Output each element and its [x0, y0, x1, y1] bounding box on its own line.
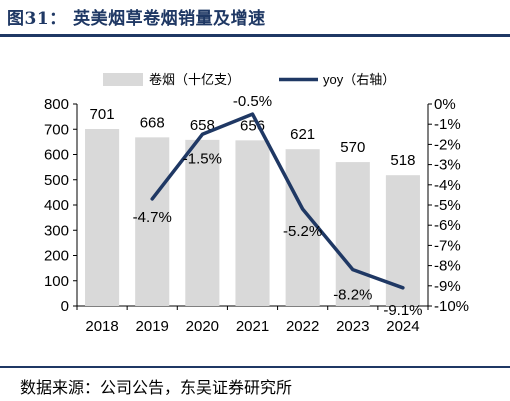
x-axis-tick-label: 2019	[136, 318, 169, 335]
yoy-value-label: -1.5%	[183, 150, 222, 167]
chart: 卷烟（十亿支） yoy（右轴） 0 100 200 300 400 500 600 700 80…	[44, 72, 469, 335]
left-axis-tick-label: 0	[61, 298, 69, 315]
bar-value-label: 621	[290, 126, 315, 143]
left-axis-tick-label: 700	[44, 121, 69, 138]
title-divider	[0, 34, 510, 37]
bar	[135, 137, 170, 306]
x-axis-tick-label: 2021	[236, 318, 269, 335]
source-divider	[0, 366, 510, 368]
left-axis-tick-label: 200	[44, 248, 69, 265]
right-axis-tick-label: -4%	[434, 177, 461, 194]
line-series	[150, 112, 405, 290]
source-note: 数据来源：公司公告，东吴证券研究所	[20, 378, 293, 397]
left-axis-tick-label: 400	[44, 197, 69, 214]
bar-value-label: 668	[140, 114, 165, 131]
yoy-value-label: -8.2%	[333, 287, 372, 304]
right-axis-tick-label: -9%	[434, 278, 461, 295]
yoy-line	[150, 112, 405, 290]
right-axis-tick-label: 0%	[434, 96, 456, 113]
bar-value-label: 656	[240, 117, 265, 134]
left-axis-tick-label: 800	[44, 96, 69, 113]
bars-series	[85, 128, 420, 306]
right-axis-tick-label: -5%	[434, 197, 461, 214]
legend-swatch-bars	[103, 73, 143, 86]
left-axis-tick-label: 100	[44, 273, 69, 290]
right-axis-tick-label: -3%	[434, 157, 461, 174]
right-axis-tick-label: -6%	[434, 217, 461, 234]
legend-label-line: yoy（右轴）	[323, 72, 395, 87]
line-value-labels: -4.7% -1.5% -0.5% -5.2% -8.2% -9.1%	[133, 93, 423, 319]
bar	[335, 162, 370, 306]
bar-value-label: 658	[190, 117, 215, 134]
bar-value-label: 701	[90, 106, 115, 123]
left-axis-tick-label: 600	[44, 147, 69, 164]
right-axis-tick-label: -8%	[434, 258, 461, 275]
right-axis-tick-label: -1%	[434, 116, 461, 133]
yoy-value-label: -9.1%	[383, 302, 422, 319]
bar	[85, 128, 120, 306]
bar-value-labels: 701 668 658 656 621 570 518	[90, 106, 416, 169]
right-axis-tick-label: -7%	[434, 237, 461, 254]
yoy-value-label: -0.5%	[233, 93, 272, 110]
yoy-value-label: -4.7%	[133, 209, 172, 226]
yoy-value-label: -5.2%	[283, 223, 322, 240]
x-axis-tick-label: 2018	[85, 318, 118, 335]
left-axis-tick-label: 300	[44, 222, 69, 239]
figure-title: 图31： 英美烟草卷烟销量及增速	[7, 9, 266, 29]
bar	[285, 149, 320, 306]
left-axis-tick-label: 500	[44, 172, 69, 189]
right-axis-tick-label: -2%	[434, 136, 461, 153]
chart-legend: 卷烟（十亿支） yoy（右轴）	[103, 72, 395, 87]
x-axis-tick-label: 2020	[186, 318, 219, 335]
x-axis-tick-label: 2024	[386, 318, 419, 335]
right-axis-tick-label: -10%	[434, 298, 469, 315]
bar-value-label: 570	[340, 139, 365, 156]
x-axis-tick-label: 2023	[336, 318, 369, 335]
legend-label-bars: 卷烟（十亿支）	[149, 72, 240, 87]
x-axis-tick-label: 2022	[286, 318, 319, 335]
bar	[235, 140, 270, 306]
bar	[185, 139, 220, 306]
bar-value-label: 518	[390, 152, 415, 169]
